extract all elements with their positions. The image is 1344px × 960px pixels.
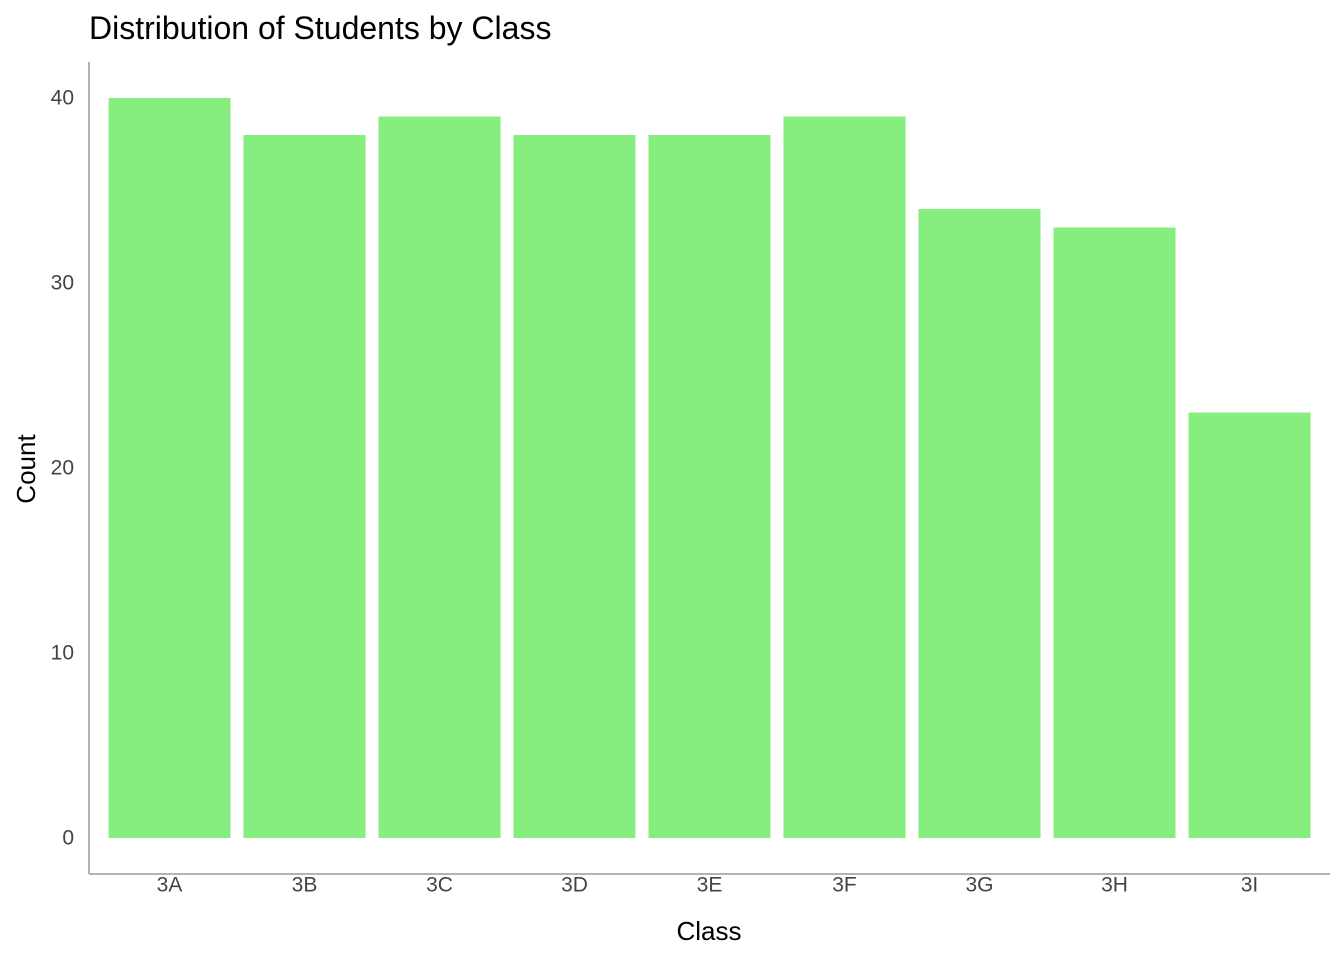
bar-3b xyxy=(243,135,366,838)
bar-3d xyxy=(513,135,636,838)
y-axis-ticks: 0 10 20 30 40 xyxy=(51,87,74,850)
bar-3h xyxy=(1053,227,1176,838)
bars-group xyxy=(108,98,1311,838)
x-tick-label: 3H xyxy=(1101,873,1128,896)
x-tick-label: 3B xyxy=(292,873,318,896)
bar-3f xyxy=(783,116,906,838)
chart-title: Distribution of Students by Class xyxy=(89,10,551,46)
x-tick-label: 3F xyxy=(832,873,857,896)
x-tick-label: 3G xyxy=(965,873,993,896)
y-tick-label: 0 xyxy=(62,827,74,850)
x-tick-label: 3C xyxy=(426,873,453,896)
bar-3i xyxy=(1188,412,1311,838)
y-tick-label: 10 xyxy=(51,642,74,665)
x-tick-label: 3A xyxy=(157,873,183,896)
x-axis-title: Class xyxy=(676,916,741,946)
bar-3g xyxy=(918,209,1041,838)
x-tick-label: 3I xyxy=(1241,873,1259,896)
x-tick-label: 3D xyxy=(561,873,588,896)
x-tick-label: 3E xyxy=(697,873,723,896)
y-tick-label: 40 xyxy=(51,87,74,110)
y-tick-label: 20 xyxy=(51,457,74,480)
x-axis-ticks: 3A 3B 3C 3D 3E 3F 3G 3H 3I xyxy=(157,873,1259,896)
y-axis-title: Count xyxy=(11,434,41,504)
y-tick-label: 30 xyxy=(51,272,74,295)
bar-3a xyxy=(108,98,231,838)
bar-3c xyxy=(378,116,501,838)
bar-3e xyxy=(648,135,771,838)
